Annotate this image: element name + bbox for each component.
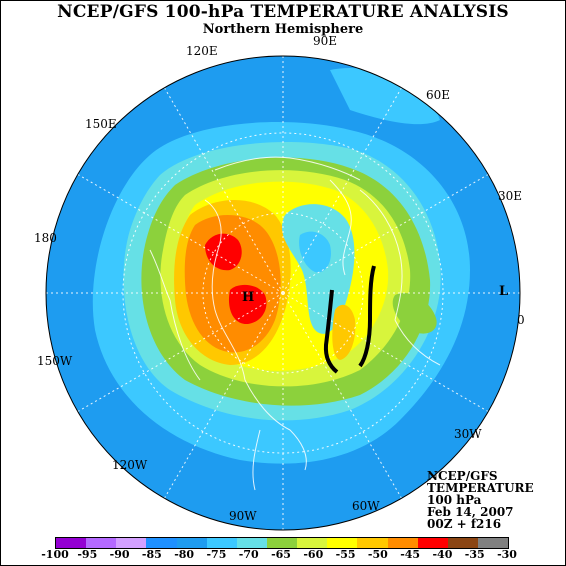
lon-label-180: 180 [34,231,57,245]
colorbar-segment [387,538,418,548]
colorbar-label: -85 [141,548,162,561]
colorbar-label: -30 [497,548,517,561]
high-pressure-marker: H [242,290,255,305]
contour-red-core-center [228,284,267,325]
lon-label-0: 0 [517,313,525,327]
colorbar-segment [116,538,147,548]
colorbar-segment [266,538,298,548]
info-model: NCEP/GFS [427,469,498,483]
colorbar-label: -95 [77,548,98,561]
colorbar-label: -70 [238,548,259,561]
colorbar-segment [327,538,358,548]
colorbar [55,537,509,549]
lon-label-60w: 60W [352,499,380,513]
colorbar-segment [297,538,328,548]
lon-label-90e: 90E [313,34,338,48]
info-level: 100 hPa [427,493,482,507]
hemisphere-border [45,55,521,531]
colorbar-label: -55 [335,548,356,561]
product-info: NCEP/GFS TEMPERATURE 100 hPa Feb 14, 200… [427,470,534,530]
colorbar-label: -60 [303,548,324,561]
colorbar-label: -90 [109,548,130,561]
info-variable: TEMPERATURE [427,481,534,495]
colorbar-segment [176,538,207,548]
lon-label-90w: 90W [229,509,257,523]
colorbar-segment [86,538,117,548]
lon-label-150w: 150W [37,354,73,368]
contour-light-blue-ne [330,68,440,125]
colorbar-segment [146,538,177,548]
colorbar-segment [447,538,478,548]
contour-warm-tongue-east [332,304,356,360]
colorbar-label: -45 [400,548,421,561]
coastlines [149,156,441,491]
colorbar-segment [206,538,237,548]
contour-cold-center-blue [299,231,331,273]
contour-east-lobe [392,292,437,334]
map-subtitle: Northern Hemisphere [202,22,364,37]
colorbar-label: -75 [206,548,227,561]
lon-label-120e: 120E [186,44,218,58]
colorbar-label: -100 [41,548,69,561]
contour-orange [184,214,281,353]
colorbar-segment [417,538,448,548]
contour-red-core-west [205,233,242,271]
colorbar-label: -50 [367,548,388,561]
colorbar-segment [236,538,267,548]
colorbar-label: -40 [432,548,453,561]
low-pressure-marker: L [499,284,509,299]
lon-label-120w: 120W [112,458,148,472]
colorbar-label: -35 [464,548,485,561]
colorbar-segment [357,538,388,548]
latitude-circles [122,132,444,454]
lon-label-150e: 150E [85,117,117,131]
colorbar-labels: -100 -95 -90 -85 -80 -75 -70 -65 -60 -55 -50 -45 -40… [41,548,517,562]
colorbar-segment [477,538,509,548]
lon-label-30w: 30W [454,427,482,441]
colorbar-segment [56,538,87,548]
colorbar-label: -65 [271,548,291,561]
lon-label-30e: 30E [498,189,523,203]
trough-line [323,265,376,374]
info-date: Feb 14, 2007 [427,505,514,519]
lon-label-60e: 60E [426,88,451,102]
colorbar-label: -80 [174,548,195,561]
info-forecast-hour: 00Z + f216 [427,517,502,531]
map-title: NCEP/GFS 100-hPa TEMPERATURE ANALYSIS [57,2,509,22]
